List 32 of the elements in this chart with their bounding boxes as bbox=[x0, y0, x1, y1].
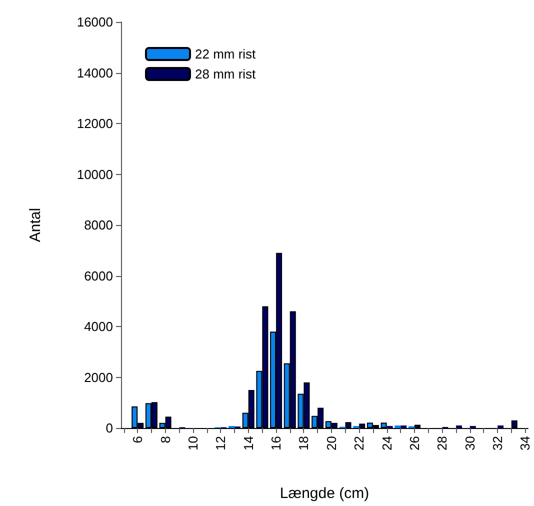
y-tick-label: 8000 bbox=[84, 218, 113, 232]
x-tick-label: 32 bbox=[490, 436, 506, 450]
bar bbox=[456, 425, 462, 428]
x-tick-label: 6 bbox=[130, 436, 146, 444]
x-tick-label: 16 bbox=[268, 436, 284, 450]
x-tick-label: 8 bbox=[158, 436, 173, 444]
y-axis-title: Antal bbox=[27, 208, 44, 242]
x-tick-label: 30 bbox=[462, 436, 478, 450]
x-tick-label: 10 bbox=[185, 436, 200, 450]
y-tick-label: 2000 bbox=[84, 370, 113, 385]
y-tick-label: 4000 bbox=[84, 319, 113, 334]
x-tick-label: 22 bbox=[352, 436, 367, 450]
x-tick-label: 28 bbox=[434, 436, 450, 450]
x-tick-label: 24 bbox=[379, 436, 394, 450]
y-tick-label: 10000 bbox=[76, 166, 113, 182]
y-tick-label: 0 bbox=[106, 420, 113, 436]
bar bbox=[400, 425, 407, 428]
legend-label: 28 mm rist bbox=[195, 66, 256, 82]
x-tick-label: 26 bbox=[406, 436, 422, 450]
x-axis-title: Længde (cm) bbox=[280, 485, 370, 502]
y-tick-label: 6000 bbox=[84, 268, 113, 284]
x-tick-label: 14 bbox=[240, 436, 256, 450]
y-tick-label: 14000 bbox=[76, 65, 113, 80]
bar bbox=[394, 425, 401, 428]
legend-label: 22 mm rist bbox=[195, 46, 256, 62]
y-tick-label: 12000 bbox=[76, 116, 113, 131]
x-tick-label: 12 bbox=[213, 436, 228, 450]
x-tick-label: 20 bbox=[324, 436, 339, 450]
bar bbox=[498, 425, 504, 428]
y-tick-label: 16000 bbox=[76, 14, 113, 30]
x-tick-label: 34 bbox=[518, 436, 533, 450]
x-tick-label: 18 bbox=[296, 436, 312, 450]
